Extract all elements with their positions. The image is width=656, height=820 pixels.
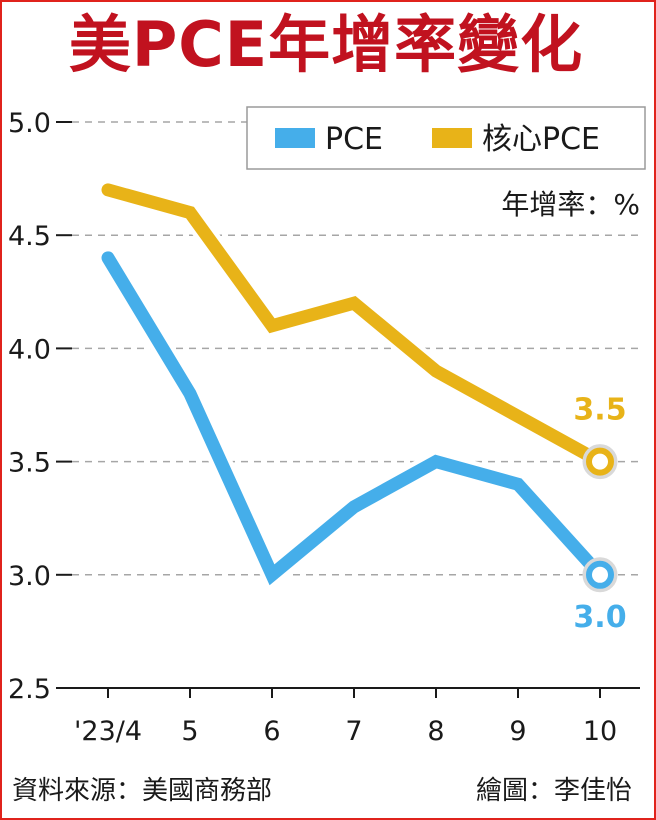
- unit-label: 年增率：%: [501, 188, 640, 221]
- x-tick-label: 10: [583, 716, 617, 747]
- core-pce-end-marker: [586, 447, 614, 476]
- x-tick-label: 7: [345, 716, 362, 747]
- y-tick-label: 3.0: [8, 561, 51, 592]
- end-labels: 3.0 3.5: [571, 391, 628, 637]
- credit-note: 繪圖：李佳怡: [475, 776, 632, 806]
- y-tick-label: 4.5: [8, 221, 51, 252]
- legend: PCE 核心PCE: [246, 106, 646, 170]
- y-axis: 2.5 3.0 3.5 4.0 4.5 5.0: [8, 108, 72, 705]
- pce-end-marker: [586, 560, 614, 589]
- x-tick-label: '23/4: [74, 716, 142, 747]
- legend-label-pce: PCE: [325, 122, 383, 157]
- legend-swatch-pce: [275, 128, 315, 148]
- pce-end-value-label: 3.0: [573, 600, 626, 635]
- chart-title: 美PCE年增率變化: [68, 8, 584, 81]
- legend-label-core-pce: 核心PCE: [482, 122, 600, 157]
- core-pce-line: [101, 183, 607, 469]
- y-tick-label: 4.0: [8, 334, 51, 365]
- source-note: 資料來源：美國商務部: [12, 776, 273, 806]
- y-tick-label: 3.5: [8, 448, 51, 479]
- pce-line: [101, 251, 607, 586]
- x-tick-label: 9: [509, 716, 526, 747]
- x-tick-label: 5: [181, 716, 198, 747]
- x-tick-label: 8: [427, 716, 444, 747]
- series-layer: [97, 178, 618, 593]
- y-tick-label: 5.0: [8, 108, 51, 139]
- x-axis: '23/4 5 6 7 8 9 10: [74, 688, 617, 747]
- core-pce-end-value-label: 3.5: [573, 393, 626, 428]
- y-tick-label: 2.5: [8, 674, 51, 705]
- legend-swatch-core-pce: [432, 128, 472, 148]
- x-tick-label: 6: [263, 716, 280, 747]
